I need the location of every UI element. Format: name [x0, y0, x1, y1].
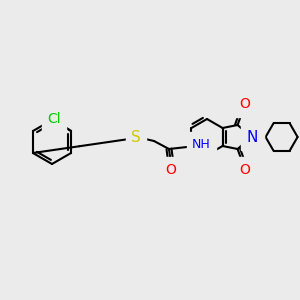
Text: O: O — [239, 97, 250, 111]
Text: NH: NH — [192, 137, 211, 151]
Text: O: O — [166, 163, 176, 177]
Text: N: N — [247, 130, 258, 145]
Text: S: S — [131, 130, 141, 146]
Text: Cl: Cl — [47, 112, 61, 126]
Text: O: O — [239, 163, 250, 177]
